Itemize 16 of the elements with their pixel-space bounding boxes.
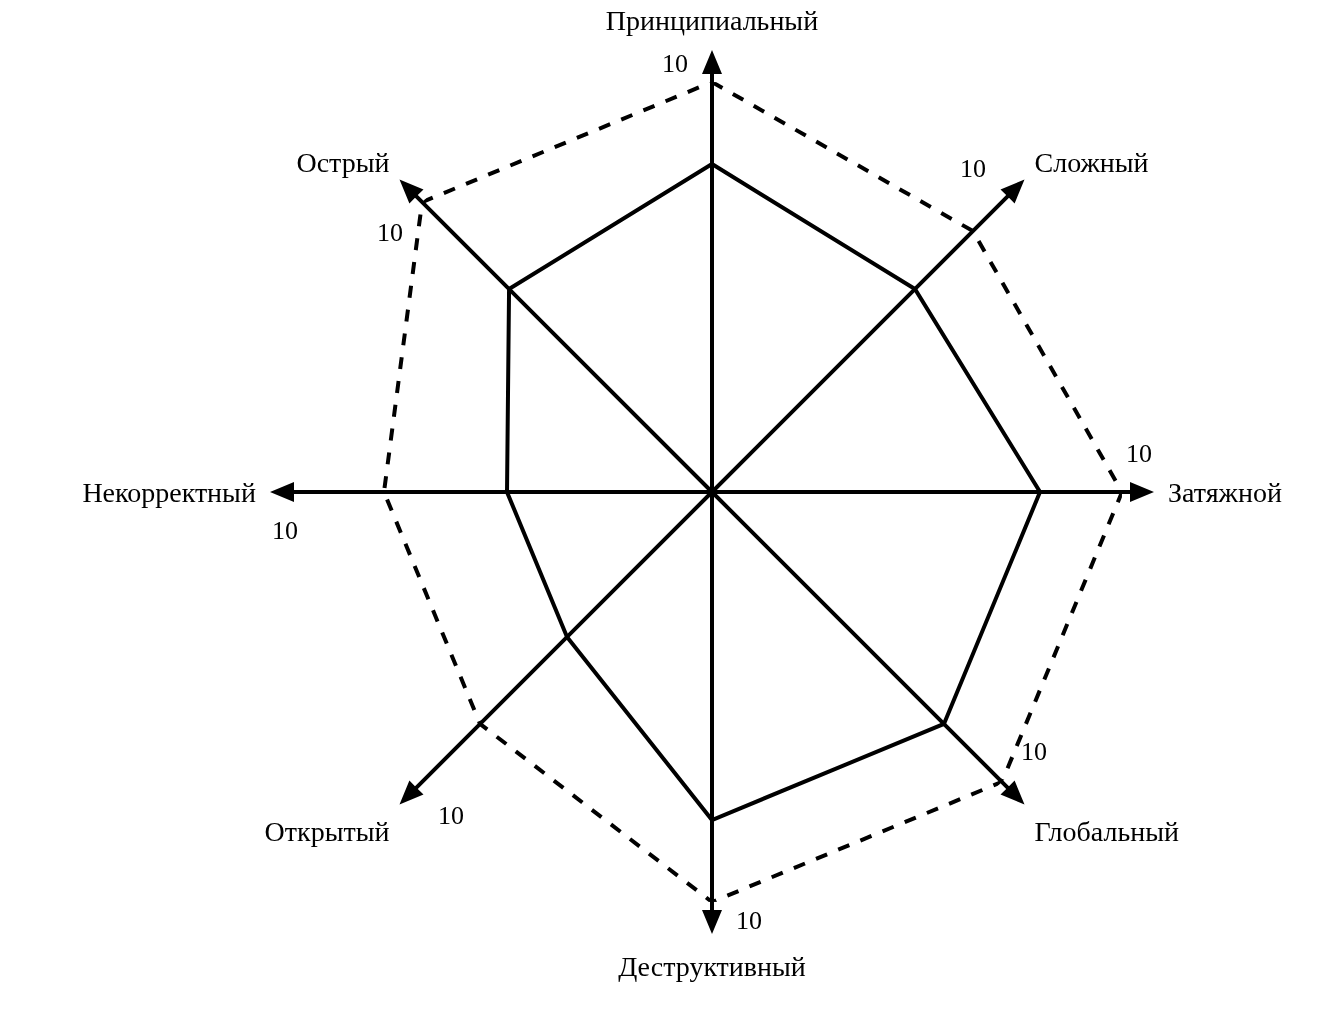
text: 10	[662, 49, 688, 78]
spoke-label: Острый	[296, 147, 390, 179]
text: 10	[272, 516, 298, 545]
spoke-label: Деструктивный	[618, 951, 806, 983]
spoke-label: Открытый	[264, 816, 390, 848]
spoke-label: Некорректный	[82, 476, 256, 508]
spoke-label: Глобальный	[1034, 816, 1180, 848]
text: 10	[960, 154, 986, 183]
text: 10	[1021, 737, 1047, 766]
spoke-label: Сложный	[1034, 147, 1149, 179]
text: 10	[377, 218, 403, 247]
text: 10	[736, 906, 762, 935]
text: 10	[1126, 439, 1152, 468]
spoke-label: Затяжной	[1168, 476, 1282, 508]
text: 10	[438, 801, 464, 830]
spoke-label: Принципиальный	[605, 5, 819, 37]
